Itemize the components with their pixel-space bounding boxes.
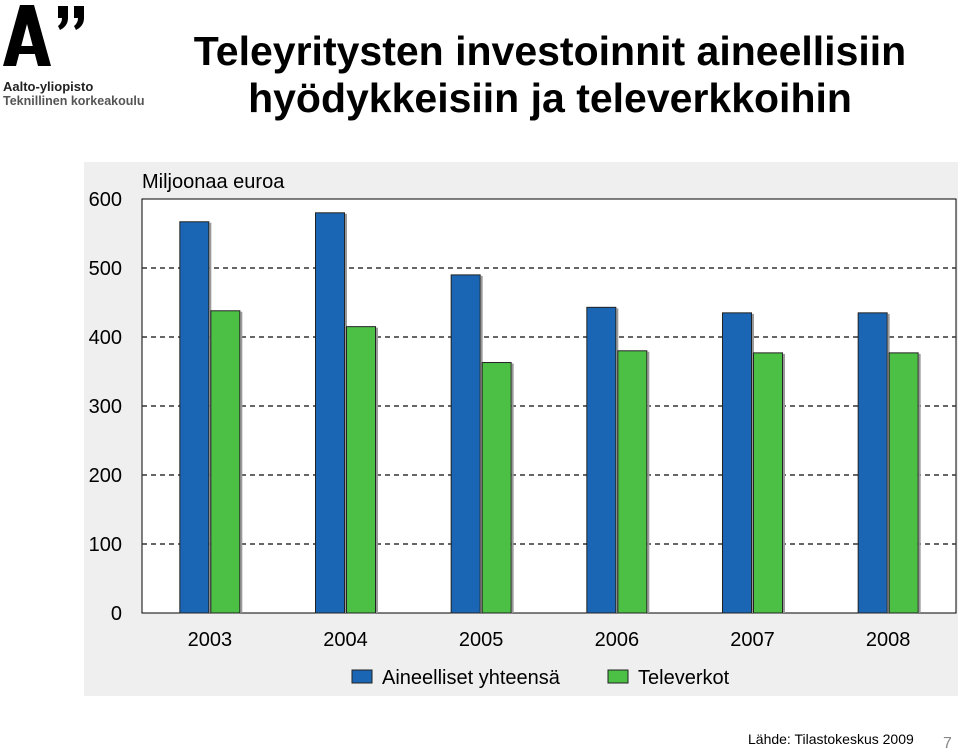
- bar: [179, 221, 210, 614]
- bar: [315, 212, 345, 614]
- legend-swatch: [351, 669, 373, 684]
- bar: [753, 352, 783, 614]
- y-tick-label: 300: [89, 396, 122, 418]
- legend-swatch: [607, 669, 629, 684]
- y-tick-label: 500: [89, 258, 122, 280]
- slide-title: Teleyritysten investoinnit aineellisiin …: [150, 28, 950, 122]
- y-tick-label: 100: [89, 534, 122, 556]
- title-line-2: hyödykkeisiin ja televerkkoihin: [248, 75, 852, 121]
- bar: [210, 310, 241, 614]
- bar: [888, 352, 919, 614]
- y-tick-label: 400: [89, 327, 122, 349]
- aalto-logo: Aalto-yliopisto Teknillinen korkeakoulu: [0, 0, 175, 115]
- y-tick-label: 200: [89, 465, 122, 487]
- bar: [857, 312, 888, 614]
- bar-chart: Miljoonaa euroa 0 100 200 300 400 500 600 2003 20…: [89, 171, 957, 689]
- x-tick-label: 2004: [323, 629, 368, 651]
- bar: [722, 312, 752, 614]
- x-tick-label: 2005: [459, 629, 504, 651]
- x-tick-label: 2008: [866, 629, 911, 651]
- bar: [450, 274, 481, 614]
- bar: [617, 350, 648, 614]
- unit-label: Miljoonaa euroa: [142, 171, 285, 193]
- x-tick-label: 2003: [188, 629, 233, 651]
- x-tick-label: 2006: [595, 629, 640, 651]
- legend-label: Aineelliset yhteensä: [382, 667, 561, 689]
- aalto-a-logo-icon: [3, 5, 84, 66]
- chart-container: Miljoonaa euroa 0 100 200 300 400 500 600 2003 20…: [84, 162, 958, 696]
- bar: [586, 306, 617, 614]
- y-tick-label: 0: [111, 603, 122, 625]
- legend-label: Televerkot: [638, 667, 730, 689]
- page-number: 7: [943, 735, 952, 752]
- bar: [481, 362, 512, 614]
- bar: [346, 326, 376, 614]
- source-note: Lähde: Tilastokeskus 2009: [748, 731, 914, 747]
- title-line-1: Teleyritysten investoinnit aineellisiin: [193, 28, 907, 74]
- logo-organization: Aalto-yliopisto: [3, 79, 94, 94]
- logo-school: Teknillinen korkeakoulu: [3, 94, 145, 108]
- x-tick-label: 2007: [730, 629, 775, 651]
- y-tick-label: 600: [89, 189, 122, 211]
